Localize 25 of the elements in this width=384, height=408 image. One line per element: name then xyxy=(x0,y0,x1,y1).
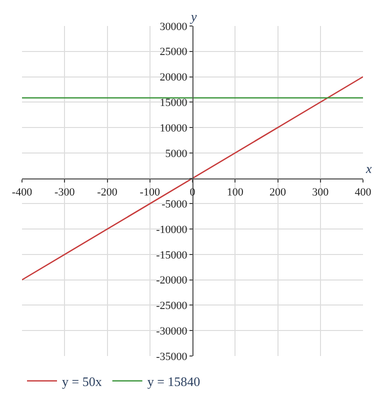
x-tick-label: -300 xyxy=(54,186,76,199)
x-tick-label: 100 xyxy=(226,186,244,199)
x-tick-label: 400 xyxy=(354,186,372,199)
y-tick-label: 5000 xyxy=(165,148,188,160)
x-tick-label: 200 xyxy=(270,186,286,199)
y-tick-label: -30000 xyxy=(156,325,188,338)
y-axis-title: y xyxy=(189,9,197,24)
legend-label: y = 15840 xyxy=(147,374,200,389)
x-tick-label: -400 xyxy=(12,186,33,199)
y-tick-label: -35000 xyxy=(156,350,188,363)
legend-label: y = 50x xyxy=(62,374,102,389)
y-tick-label: -15000 xyxy=(156,249,188,262)
y-tick-label: 30000 xyxy=(160,20,188,33)
x-tick-label: 300 xyxy=(312,186,330,199)
y-tick-label: 20000 xyxy=(160,72,188,84)
y-tick-label: -10000 xyxy=(156,224,188,236)
x-tick-label: -100 xyxy=(140,186,160,199)
x-axis-title: x xyxy=(365,161,372,176)
y-tick-label: 25000 xyxy=(160,46,188,58)
y-tick-label: -25000 xyxy=(156,300,188,312)
x-tick-label: -200 xyxy=(97,186,118,199)
y-tick-label: 10000 xyxy=(160,122,188,134)
y-tick-label: -5000 xyxy=(162,198,188,211)
y-tick-label: 15000 xyxy=(160,97,188,109)
y-tick-label: -20000 xyxy=(156,274,188,287)
